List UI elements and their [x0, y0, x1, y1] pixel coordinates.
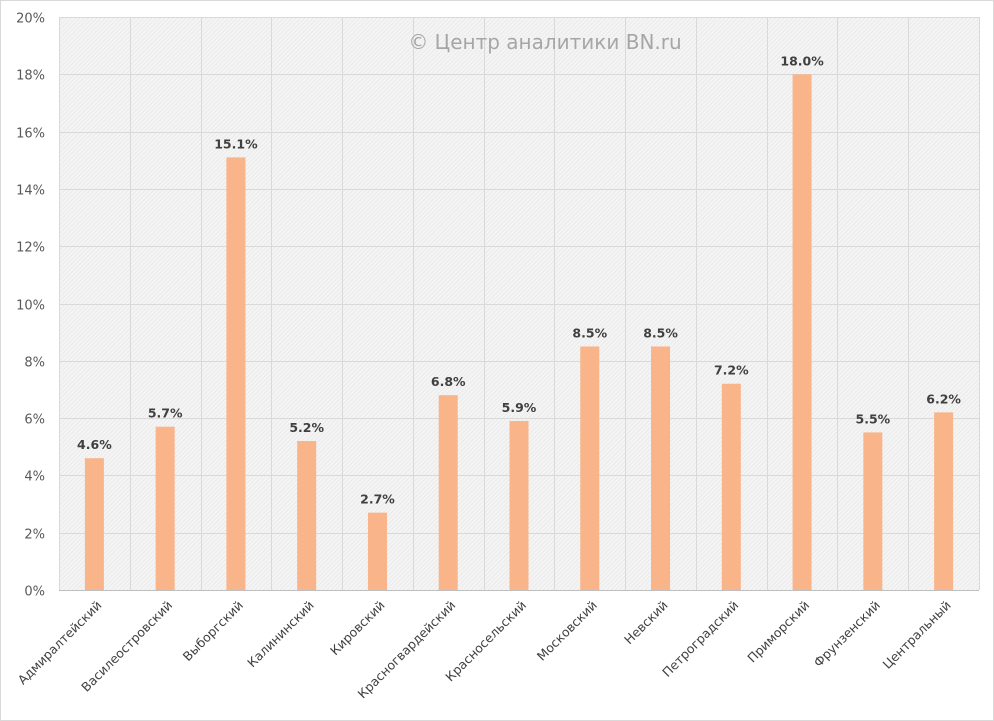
vertical-gridlines [59, 17, 980, 590]
y-tick-label: 4% [24, 470, 45, 485]
bar [367, 512, 387, 590]
data-labels: 4.6% 5.7% 15.1% 5.2% 2.7% 6.8% 5.9% 8.5% 8.5% 7.2… [77, 53, 961, 506]
x-category-label: Петроградский [659, 598, 741, 680]
bar [155, 426, 175, 590]
bar [438, 395, 458, 590]
y-tick-label: 6% [24, 413, 45, 428]
data-label: 4.6% [77, 437, 112, 452]
data-label: 8.5% [643, 325, 678, 340]
data-label: 5.9% [502, 400, 537, 415]
data-label: 7.2% [714, 363, 749, 378]
data-label: 6.2% [926, 391, 961, 406]
data-label: 6.8% [431, 374, 466, 389]
y-axis-ticks: 0% 2% 4% 6% 8% 10% 12% 14% 16% 18% 20% [16, 12, 45, 600]
data-label: 5.7% [148, 406, 183, 421]
x-category-label: Фрунзенский [811, 598, 883, 670]
bar [226, 157, 246, 590]
data-label: 5.2% [289, 420, 324, 435]
y-tick-label: 16% [16, 127, 45, 142]
y-tick-label: 12% [16, 241, 45, 256]
bar [580, 346, 600, 590]
x-category-label: Центральный [880, 598, 954, 672]
data-label: 8.5% [572, 325, 607, 340]
y-tick-label: 10% [16, 299, 45, 314]
bar [297, 441, 317, 590]
bar [934, 412, 954, 590]
y-tick-label: 20% [16, 12, 45, 27]
bar [792, 74, 812, 591]
y-tick-label: 2% [24, 528, 45, 543]
data-label: 18.0% [780, 53, 824, 68]
bar [84, 458, 104, 590]
data-label: 5.5% [856, 411, 891, 426]
bar [651, 346, 671, 590]
bar [721, 383, 741, 590]
y-tick-label: 18% [16, 69, 45, 84]
y-tick-label: 14% [16, 184, 45, 199]
bars [84, 74, 954, 591]
x-category-label: Приморский [744, 598, 812, 666]
x-category-label: Выборгский [180, 598, 246, 664]
x-category-label: Московский [534, 598, 600, 664]
data-label: 15.1% [214, 136, 258, 151]
y-tick-label: 0% [24, 585, 45, 600]
x-category-label: Кировский [327, 598, 388, 659]
y-tick-label: 8% [24, 356, 45, 371]
x-category-label: Невский [621, 598, 671, 648]
data-label: 2.7% [360, 492, 395, 507]
bar [509, 420, 529, 590]
x-category-label: Калининский [244, 598, 317, 671]
bar [863, 432, 883, 590]
watermark: © Центр аналитики BN.ru [408, 30, 681, 54]
